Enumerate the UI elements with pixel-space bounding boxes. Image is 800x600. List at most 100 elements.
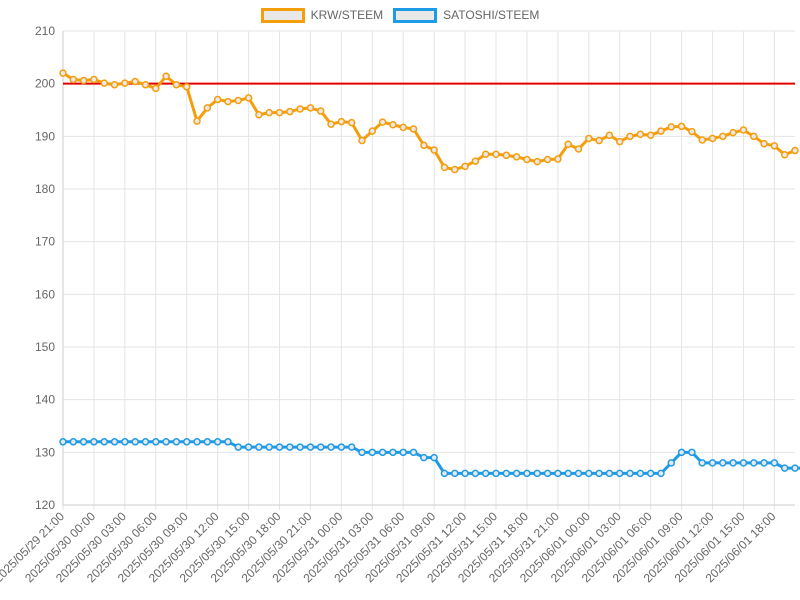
data-point-krw: [729, 128, 737, 137]
data-point-krw: [708, 134, 717, 143]
data-point-satoshi: [337, 443, 346, 451]
data-point-krw: [739, 126, 748, 134]
data-point-satoshi: [451, 469, 459, 478]
data-point-satoshi: [399, 448, 407, 457]
data-point-krw: [698, 136, 706, 144]
data-point-krw: [409, 125, 418, 133]
data-point-satoshi: [131, 438, 139, 446]
data-point-satoshi: [739, 459, 748, 467]
data-point-satoshi: [636, 469, 645, 478]
data-point-satoshi: [378, 448, 387, 457]
data-point-satoshi: [100, 438, 108, 446]
legend-item-krw[interactable]: KRW/STEEM: [260, 7, 384, 23]
data-point-satoshi: [791, 464, 799, 472]
data-point-satoshi: [182, 438, 191, 446]
data-point-satoshi: [729, 459, 737, 467]
data-point-krw: [59, 69, 67, 77]
data-point-satoshi: [708, 459, 717, 467]
data-point-satoshi: [481, 469, 490, 478]
data-point-satoshi: [595, 469, 603, 478]
legend-item-satoshi[interactable]: SATOSHI/STEEM: [393, 7, 539, 23]
data-point-satoshi: [255, 443, 263, 451]
data-point-satoshi: [203, 438, 212, 446]
data-point-satoshi: [358, 448, 366, 457]
data-point-satoshi: [543, 469, 552, 478]
data-point-satoshi: [440, 469, 449, 478]
data-point-satoshi: [316, 443, 325, 451]
data-point-satoshi: [533, 469, 542, 478]
data-point-satoshi: [275, 443, 284, 451]
data-point-satoshi: [69, 438, 78, 446]
data-point-satoshi: [657, 469, 665, 478]
data-point-krw: [296, 105, 304, 113]
data-point-krw: [440, 163, 449, 172]
data-point-satoshi: [286, 443, 294, 451]
data-point-satoshi: [265, 443, 273, 451]
data-point-krw: [244, 94, 253, 102]
data-point-satoshi: [327, 443, 335, 451]
data-point-krw: [358, 136, 366, 145]
data-point-krw: [368, 127, 377, 135]
data-point-satoshi: [306, 443, 315, 451]
data-point-satoshi: [296, 443, 304, 451]
data-point-satoshi: [502, 469, 511, 478]
legend-swatch-satoshi: [393, 7, 438, 23]
data-point-satoshi: [389, 448, 397, 457]
data-point-krw: [182, 83, 191, 91]
y-tick-label: 140: [35, 393, 55, 407]
data-point-krw: [193, 117, 201, 125]
data-point-satoshi: [152, 438, 160, 446]
data-point-krw: [626, 132, 634, 141]
data-point-satoshi: [121, 438, 129, 446]
data-point-krw: [564, 140, 572, 148]
data-point-krw: [316, 107, 325, 115]
data-point-krw: [172, 80, 181, 89]
data-point-krw: [688, 127, 696, 136]
data-point-krw: [574, 145, 583, 153]
data-point-satoshi: [605, 469, 614, 478]
data-point-satoshi: [523, 469, 531, 478]
y-tick-label: 200: [35, 77, 55, 91]
data-point-krw: [719, 132, 727, 141]
data-point-satoshi: [750, 459, 758, 467]
data-point-satoshi: [234, 443, 243, 451]
data-point-krw: [770, 142, 779, 150]
data-point-krw: [512, 153, 521, 161]
data-point-krw: [306, 104, 315, 112]
data-point-satoshi: [646, 469, 655, 478]
data-point-satoshi: [471, 469, 480, 478]
data-point-krw: [760, 139, 768, 148]
data-point-satoshi: [90, 438, 98, 446]
data-point-satoshi: [244, 443, 253, 451]
data-point-krw: [100, 79, 108, 87]
data-point-krw: [255, 110, 263, 119]
data-point-satoshi: [677, 448, 686, 457]
data-point-krw: [780, 151, 789, 159]
y-tick-label: 210: [35, 24, 55, 38]
data-point-krw: [152, 84, 160, 93]
data-point-krw: [543, 155, 552, 164]
data-point-krw: [791, 146, 799, 155]
data-point-satoshi: [347, 443, 356, 451]
data-point-krw: [657, 127, 665, 135]
data-point-krw: [615, 137, 624, 146]
chart-legend: KRW/STEEM SATOSHI/STEEM: [0, 6, 800, 24]
data-point-krw: [636, 130, 645, 138]
data-point-krw: [224, 97, 232, 106]
legend-label-krw: KRW/STEEM: [310, 8, 384, 22]
data-point-satoshi: [224, 438, 232, 446]
data-point-satoshi: [141, 438, 150, 446]
data-point-krw: [523, 155, 531, 164]
data-point-satoshi: [574, 469, 583, 478]
data-point-satoshi: [213, 438, 222, 446]
data-point-satoshi: [719, 459, 727, 467]
y-tick-label: 130: [35, 445, 55, 459]
data-point-satoshi: [172, 438, 181, 446]
data-point-satoshi: [780, 464, 789, 472]
data-point-krw: [451, 165, 459, 174]
data-point-krw: [213, 95, 222, 104]
data-point-krw: [389, 120, 397, 129]
data-point-krw: [234, 96, 243, 105]
data-point-satoshi: [409, 448, 418, 457]
